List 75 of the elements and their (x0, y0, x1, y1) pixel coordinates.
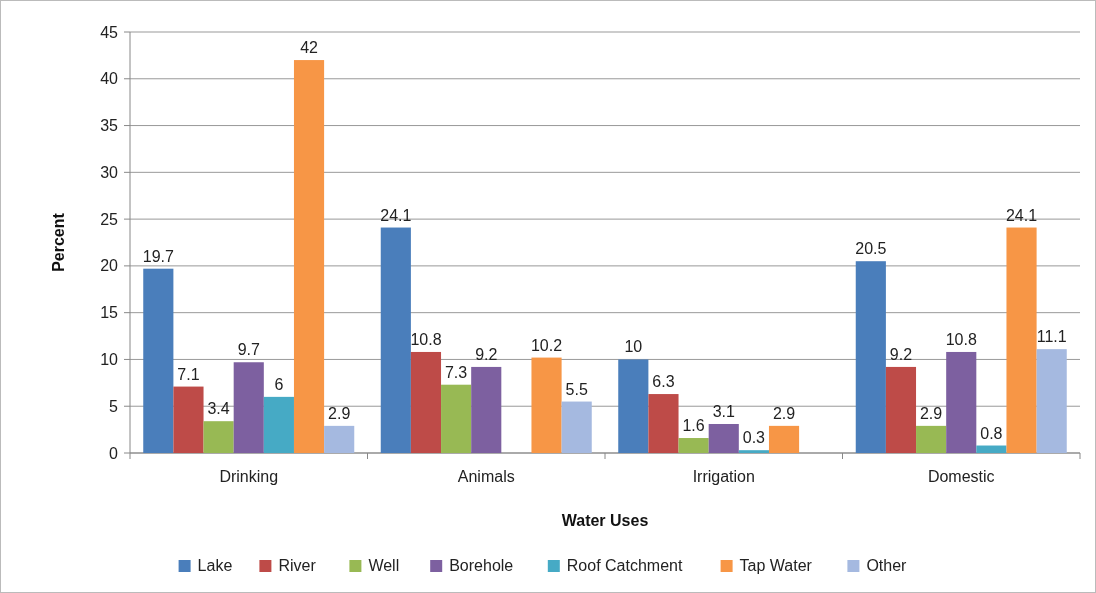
legend-label: Other (866, 557, 908, 574)
bar (410, 351, 442, 453)
data-label: 9.7 (237, 341, 260, 359)
data-label: 9.2 (475, 345, 498, 363)
data-label: 2.9 (328, 404, 351, 422)
data-label: 20.5 (855, 240, 887, 258)
legend-label: Lake (197, 557, 233, 574)
x-axis-title: Water Uses (561, 512, 649, 529)
data-label: 5.5 (565, 380, 588, 398)
y-tick-label: 10 (100, 351, 119, 369)
bar (380, 227, 411, 453)
bar (855, 261, 886, 453)
y-tick-label: 40 (100, 70, 119, 88)
bar (441, 384, 472, 453)
data-label: 19.7 (142, 247, 174, 265)
legend-label: Borehole (449, 557, 514, 574)
data-label: 3.4 (207, 400, 230, 418)
bar (471, 366, 502, 453)
y-tick-label: 5 (109, 397, 119, 415)
x-tick-label: Irrigation (692, 468, 755, 485)
bar (203, 421, 234, 453)
bar (885, 366, 917, 453)
data-label: 10 (624, 338, 643, 356)
data-label: 0.8 (980, 424, 1003, 442)
bar (561, 401, 592, 453)
data-label: 10.2 (530, 336, 563, 354)
legend-label: River (278, 557, 317, 574)
y-tick-label: 45 (100, 23, 119, 41)
data-label: 6 (274, 375, 284, 393)
bar (946, 351, 977, 453)
bar (678, 438, 709, 453)
x-tick-label: Animals (457, 468, 515, 485)
data-label: 10.8 (410, 330, 442, 348)
bar (531, 357, 562, 453)
y-tick-label: 15 (100, 304, 119, 322)
legend-label: Roof Catchment (566, 557, 683, 574)
data-label: 2.9 (919, 404, 943, 422)
data-label: 3.1 (712, 403, 735, 420)
bar (916, 425, 947, 453)
bar (618, 359, 649, 453)
y-axis-title: Percent (50, 212, 67, 272)
bar (173, 386, 204, 453)
bar (708, 424, 739, 453)
x-tick-label: Drinking (219, 468, 279, 485)
bar (293, 60, 325, 453)
y-tick-label: 35 (100, 117, 119, 135)
data-label: 11.1 (1036, 328, 1067, 346)
data-label: 10.8 (945, 330, 977, 348)
bar (976, 445, 1007, 453)
data-label: 1.6 (682, 417, 705, 435)
bar (263, 396, 294, 453)
bar (324, 425, 355, 453)
data-label: 7.1 (177, 365, 200, 383)
data-label: 24.1 (380, 206, 412, 224)
y-tick-label: 0 (109, 444, 119, 462)
data-label: 9.2 (889, 345, 913, 363)
y-tick-label: 30 (100, 163, 119, 181)
data-label: 0.3 (742, 429, 766, 447)
bar (1036, 349, 1067, 453)
data-label: 24.1 (1005, 206, 1038, 224)
data-label: 2.9 (772, 404, 796, 422)
y-tick-label: 25 (100, 210, 119, 228)
bar (738, 450, 769, 453)
legend-label: Well (368, 557, 400, 574)
legend-label: Tap Water (739, 557, 813, 574)
data-label: 6.3 (652, 373, 675, 391)
data-label: 42 (300, 39, 319, 57)
bar (768, 425, 800, 453)
bar (1006, 227, 1037, 453)
bar (233, 362, 264, 453)
bar (143, 268, 174, 453)
y-tick-label: 20 (100, 257, 119, 275)
data-label: 7.3 (444, 363, 468, 381)
x-tick-label: Domestic (927, 468, 995, 485)
bar (648, 394, 679, 453)
